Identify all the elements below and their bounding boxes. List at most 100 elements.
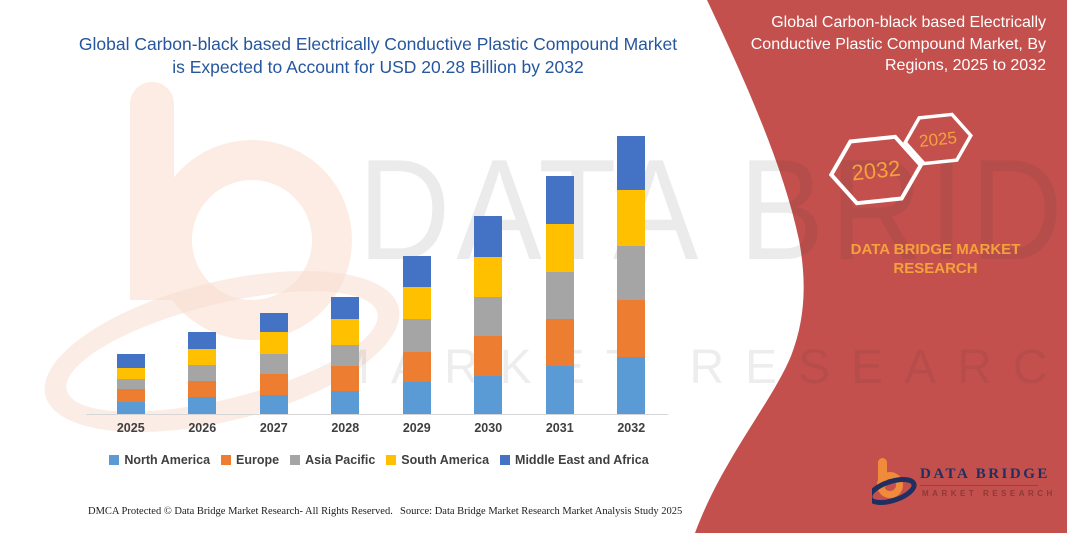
legend-swatch-icon [290, 455, 301, 465]
x-axis-line [86, 414, 668, 415]
x-axis-labels: 2025 2026 2027 2028 2029 2030 2031 2032 [95, 421, 667, 435]
bar-segment [188, 348, 217, 366]
bar-segment [545, 223, 574, 272]
legend-item: Middle East and Africa [500, 453, 649, 467]
bar-column-2030 [453, 120, 525, 414]
x-tick-label: 2031 [545, 421, 574, 435]
chart-title: Global Carbon-black based Electrically C… [78, 34, 678, 78]
bar-segment [116, 367, 145, 380]
legend-label: North America [124, 453, 211, 467]
bar-column-2027 [238, 120, 310, 414]
bar-segment [402, 255, 431, 287]
stacked-bar-2025 [116, 354, 145, 414]
x-tick-label: 2028 [331, 421, 360, 435]
side-panel-title: Global Carbon-black based Electrically C… [750, 14, 1046, 75]
legend-item: Europe [221, 453, 279, 467]
bar-chart-plot [95, 120, 667, 414]
legend-swatch-icon [500, 455, 511, 465]
legend-item: Asia Pacific [290, 453, 375, 467]
dbmr-logo-b-icon [872, 458, 917, 505]
bar-segment [331, 297, 360, 319]
stacked-bar-2031 [545, 175, 574, 414]
bar-segment [474, 216, 503, 258]
bar-segment [188, 365, 217, 382]
chart-legend: North America Europe Asia Pacific South Ame… [88, 453, 670, 467]
bar-segment [474, 375, 503, 414]
badge-2025-hexagon-icon [903, 112, 973, 166]
bar-segment [545, 175, 574, 224]
bar-column-2032 [596, 120, 668, 414]
dbmr-logo-divider [920, 485, 1038, 486]
stacked-bar-2027 [259, 312, 288, 414]
bar-segment [545, 271, 574, 320]
bar-segment [402, 286, 431, 319]
bar-segment [331, 345, 360, 367]
dbmr-logo: DATA BRIDGE MARKET RESEARCH [872, 456, 1057, 516]
bar-segment [116, 389, 145, 403]
bar-segment [188, 381, 217, 398]
bar-column-2025 [95, 120, 167, 414]
footer-dmca-notice: DMCA Protected © Data Bridge Market Rese… [88, 506, 393, 517]
bar-segment [116, 354, 145, 368]
bar-segment [259, 394, 288, 414]
legend-label: South America [401, 453, 490, 467]
bar-segment [617, 357, 646, 414]
badge-2032-hexagon-icon [828, 134, 924, 206]
bar-segment [331, 318, 360, 346]
stacked-bar-2028 [331, 297, 360, 414]
dbmr-logo-name: DATA BRIDGE [920, 466, 1050, 482]
bar-segment [617, 300, 646, 358]
footer-source-note: Source: Data Bridge Market Research Mark… [400, 506, 683, 517]
legend-item: North America [109, 453, 210, 467]
bar-column-2029 [381, 120, 453, 414]
stacked-bar-2030 [474, 216, 503, 414]
bar-segment [474, 257, 503, 298]
bar-segment [259, 353, 288, 374]
bar-segment [617, 136, 646, 191]
legend-item: South America [386, 453, 489, 467]
bar-segment [545, 319, 574, 367]
x-tick-label: 2029 [402, 421, 431, 435]
year-badges: 2032 2025 [828, 112, 973, 206]
brand-wordmark: DATA BRIDGE MARKET RESEARCH [850, 241, 1021, 277]
bar-segment [402, 318, 431, 353]
legend-swatch-icon [386, 455, 397, 465]
bar-column-2028 [310, 120, 382, 414]
bar-segment [402, 352, 431, 383]
dbmr-logo-subtitle: MARKET RESEARCH [922, 489, 1056, 498]
stacked-bar-2029 [402, 255, 431, 414]
bar-segment [188, 397, 217, 414]
x-tick-label: 2030 [474, 421, 503, 435]
stacked-bar-2026 [188, 332, 217, 414]
x-tick-label: 2025 [116, 421, 145, 435]
bar-segment [331, 391, 360, 414]
bar-segment [474, 335, 503, 376]
legend-label: Europe [236, 453, 280, 467]
bar-segment [259, 312, 288, 333]
legend-swatch-icon [109, 455, 120, 465]
bar-column-2031 [524, 120, 596, 414]
bar-segment [402, 382, 431, 414]
bar-segment [617, 246, 646, 301]
bar-segment [259, 332, 288, 354]
bar-column-2026 [167, 120, 239, 414]
legend-label: Middle East and Africa [515, 453, 649, 467]
x-tick-label: 2027 [259, 421, 288, 435]
bar-segment [617, 190, 646, 247]
badge-2025-label: 2025 [918, 128, 958, 151]
side-panel-shape [695, 0, 1067, 533]
x-tick-label: 2026 [188, 421, 217, 435]
bar-segment [259, 373, 288, 395]
badge-2032-label: 2032 [850, 156, 901, 186]
bar-segment [116, 402, 145, 414]
bar-segment [331, 366, 360, 391]
bar-segment [545, 366, 574, 414]
legend-label: Asia Pacific [305, 453, 376, 467]
legend-swatch-icon [221, 455, 232, 465]
bar-segment [188, 332, 217, 349]
stacked-bar-2032 [617, 136, 646, 414]
x-tick-label: 2032 [617, 421, 646, 435]
bar-segment [116, 379, 145, 390]
